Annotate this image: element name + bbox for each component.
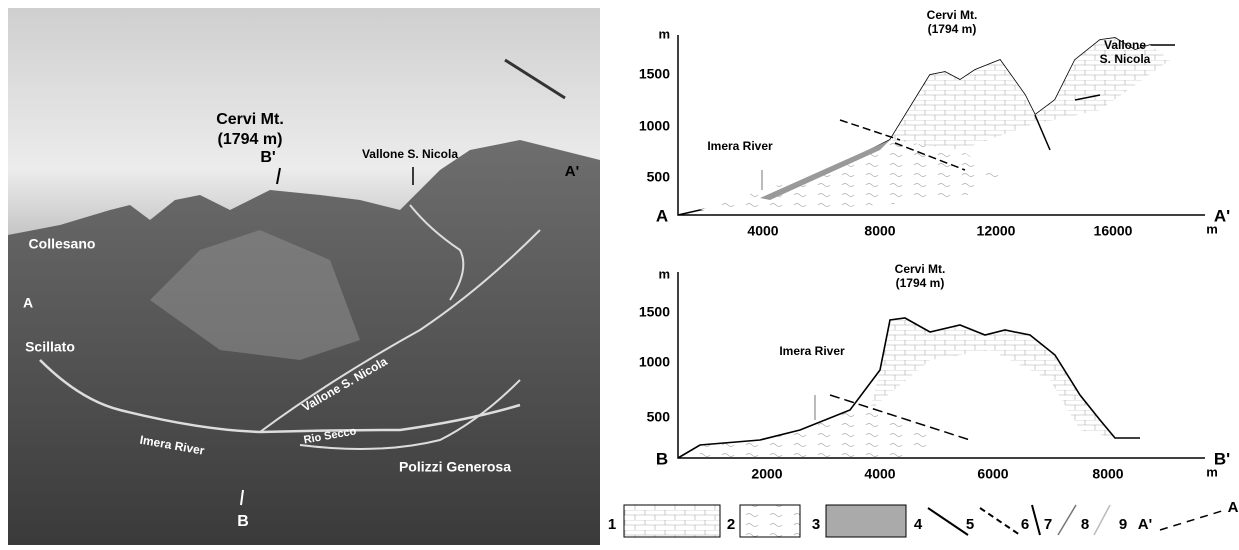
- photo-label: Polizzi Generosa: [399, 459, 511, 475]
- y-tick-label: 1000: [639, 118, 670, 134]
- legend-label: 6: [1021, 516, 1029, 533]
- profile-label: S. Nicola: [1100, 52, 1151, 66]
- legend-label: A': [1138, 516, 1152, 533]
- x-unit: m: [1206, 464, 1218, 479]
- y-tick-label: 1500: [639, 66, 670, 82]
- x-tick-label: 4000: [747, 223, 778, 239]
- photo-label: Collesano: [29, 236, 96, 252]
- legend-label: 4: [914, 516, 923, 533]
- profile-label: Cervi Mt.: [895, 262, 946, 276]
- x-tick-label: 8000: [864, 223, 895, 239]
- profile-label: (1794 m): [896, 276, 945, 290]
- legend-label: 3: [812, 516, 820, 533]
- section-end: B': [1214, 449, 1230, 468]
- photo-label: Vallone S. Nicola: [362, 147, 458, 161]
- x-tick-label: 12000: [977, 223, 1016, 239]
- photo-label: Scillato: [25, 339, 75, 355]
- y-unit: m: [658, 26, 670, 41]
- photo: [8, 8, 600, 545]
- legend-label: 1: [608, 516, 616, 533]
- profile-label: Imera River: [779, 344, 845, 358]
- photo-label: B: [237, 513, 249, 530]
- profile-label: Cervi Mt.: [927, 8, 978, 22]
- y-tick-label: 500: [647, 409, 671, 425]
- photo-label: (1794 m): [218, 131, 283, 148]
- x-unit: m: [1206, 221, 1218, 236]
- x-tick-label: 2000: [751, 466, 782, 482]
- x-tick-label: 8000: [1092, 466, 1123, 482]
- y-unit: m: [658, 266, 670, 281]
- photo-label: B': [260, 149, 275, 166]
- x-tick-label: 6000: [977, 466, 1008, 482]
- legend-label: 9: [1119, 516, 1127, 533]
- y-tick-label: 500: [647, 169, 671, 185]
- x-tick-label: 16000: [1094, 223, 1133, 239]
- y-tick-label: 1000: [639, 354, 670, 370]
- legend-label: 7: [1044, 516, 1052, 533]
- legend-label: 2: [727, 516, 735, 533]
- profile-label: Imera River: [707, 139, 773, 153]
- legend-label: A: [1228, 499, 1239, 516]
- y-tick-label: 1500: [639, 304, 670, 320]
- photo-label: Cervi Mt.: [216, 111, 284, 128]
- profile-a: [677, 35, 1205, 216]
- legend-label: 5: [966, 516, 974, 533]
- legend-label: 8: [1081, 516, 1089, 533]
- profile-b: [677, 272, 1205, 459]
- legend: [623, 504, 1226, 538]
- section-start: A: [656, 206, 668, 225]
- photo-label: A': [565, 163, 579, 180]
- x-tick-label: 4000: [864, 466, 895, 482]
- section-start: B: [656, 449, 668, 468]
- profile-label: Vallone: [1104, 38, 1146, 52]
- section-end: A': [1214, 206, 1230, 225]
- profile-label: (1794 m): [928, 22, 977, 36]
- photo-label: A: [23, 295, 33, 311]
